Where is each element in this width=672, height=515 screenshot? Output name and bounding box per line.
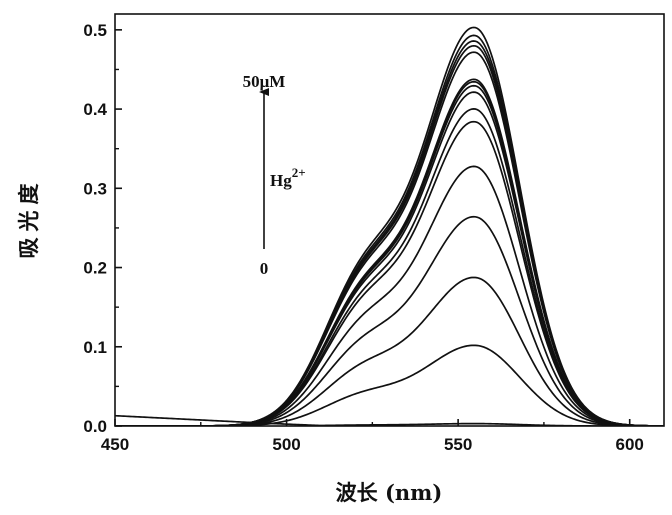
- spectrum-curve: [115, 120, 664, 426]
- spectra-curves: [115, 26, 664, 426]
- x-tick-label: 550: [444, 435, 472, 454]
- y-axis-title: 吸光度: [16, 178, 41, 259]
- annotation-ion: Hg: [270, 171, 292, 190]
- x-tick-label: 600: [616, 435, 644, 454]
- annotation-ion-charge: 2+: [292, 165, 306, 180]
- plot-frame: [114, 13, 665, 427]
- spectrum-curve: [115, 165, 664, 426]
- y-tick-label: 0.3: [83, 179, 107, 198]
- y-tick-label: 0.1: [83, 338, 107, 357]
- x-axis-ticks: 450 500 550 600: [101, 419, 644, 454]
- spectrum-curve: [115, 91, 664, 426]
- spectrum-curve: [115, 44, 664, 426]
- y-axis-ticks: 0.0 0.1 0.2 0.3 0.4 0.5: [83, 21, 122, 436]
- y-tick-label: 0.0: [83, 417, 107, 436]
- annotation-top-label: 50μM: [243, 72, 286, 91]
- x-tick-label: 500: [272, 435, 300, 454]
- spectrum-curve: [115, 51, 664, 426]
- y-tick-label: 0.4: [83, 100, 107, 119]
- annotation-ion-label: Hg2+: [270, 165, 306, 190]
- spectrum-curve: [115, 84, 664, 426]
- y-tick-label: 0.5: [83, 21, 107, 40]
- x-tick-label: 450: [101, 435, 129, 454]
- concentration-annotation: 50μM Hg2+ 0: [243, 72, 306, 278]
- annotation-bottom-label: 0: [260, 259, 269, 278]
- x-axis-title: 波长 (nm): [336, 480, 443, 505]
- y-tick-label: 0.2: [83, 259, 107, 278]
